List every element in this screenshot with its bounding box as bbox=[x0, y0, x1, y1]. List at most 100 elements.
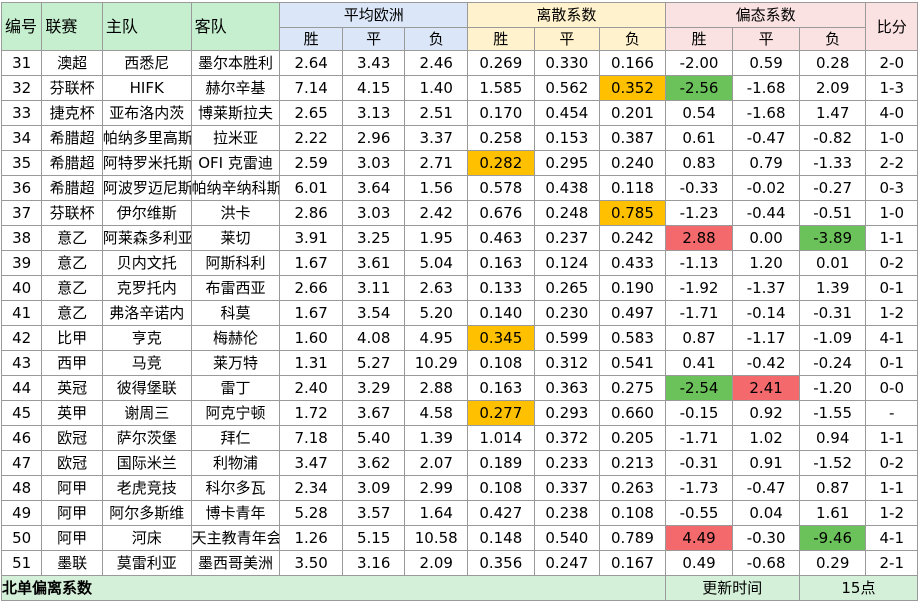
cell-home-team: 弗洛辛诺内 bbox=[101, 300, 192, 326]
cell-odds-win: 6.01 bbox=[279, 175, 343, 201]
cell-odds-draw: 3.09 bbox=[341, 475, 406, 501]
cell-score: 1-1 bbox=[865, 475, 918, 501]
table-row: 44 英冠 彼得堡联 雷丁 2.40 3.29 2.88 0.163 0.363 0.275 -2.… bbox=[0, 375, 918, 401]
cell-skew-loss: 0.28 bbox=[798, 50, 867, 76]
table-row: 39 意乙 贝内文托 阿斯科利 1.67 3.61 5.04 0.163 0.124 0.433-… bbox=[0, 250, 918, 276]
cell-score: 4-1 bbox=[865, 525, 918, 551]
cell-score: 0-1 bbox=[865, 275, 918, 301]
cell-skew-loss: -0.24 bbox=[798, 350, 867, 376]
cell-skew-draw: 0.04 bbox=[732, 500, 800, 526]
cell-away-team: 科莫 bbox=[190, 300, 281, 326]
cell-disp-loss: 0.205 bbox=[599, 425, 666, 451]
cell-skew-loss: -1.55 bbox=[798, 400, 867, 426]
cell-odds-loss: 1.95 bbox=[404, 225, 469, 251]
cell-odds-draw: 3.67 bbox=[341, 400, 406, 426]
cell-league: 欧冠 bbox=[41, 450, 103, 476]
cell-odds-loss: 2.71 bbox=[404, 150, 469, 176]
cell-disp-win: 0.676 bbox=[467, 200, 535, 226]
cell-league: 芬联杯 bbox=[41, 75, 103, 101]
cell-away-team: 洪卡 bbox=[190, 200, 281, 226]
cell-home-team: 马竞 bbox=[101, 350, 192, 376]
subheader-skew-loss: 负 bbox=[798, 27, 867, 51]
cell-skew-win: 0.49 bbox=[664, 550, 734, 576]
cell-disp-draw: 0.372 bbox=[533, 425, 601, 451]
cell-skew-loss: -1.09 bbox=[798, 325, 867, 351]
cell-home-team: 帕纳多里高斯 bbox=[101, 125, 192, 151]
cell-league: 意乙 bbox=[41, 250, 103, 276]
cell-disp-win: 0.163 bbox=[467, 250, 535, 276]
cell-odds-win: 7.14 bbox=[279, 75, 343, 101]
cell-id: 40 bbox=[0, 275, 43, 301]
cell-skew-loss: -1.52 bbox=[798, 450, 867, 476]
header-id: 编号 bbox=[0, 2, 43, 51]
cell-odds-win: 1.72 bbox=[279, 400, 343, 426]
footer-title: 北单偏离系数 bbox=[1, 575, 666, 601]
cell-league: 澳超 bbox=[41, 50, 103, 76]
cell-home-team: 老虎竞技 bbox=[101, 475, 192, 501]
cell-odds-win: 5.28 bbox=[279, 500, 343, 526]
cell-skew-win: -1.71 bbox=[664, 300, 734, 326]
cell-odds-loss: 1.56 bbox=[404, 175, 469, 201]
cell-skew-loss: -3.89 bbox=[798, 225, 867, 251]
cell-disp-win: 0.189 bbox=[467, 450, 535, 476]
cell-odds-win: 7.18 bbox=[279, 425, 343, 451]
cell-skew-draw: -0.68 bbox=[732, 550, 800, 576]
cell-disp-loss: 0.275 bbox=[599, 375, 666, 401]
subheader-skew-win: 胜 bbox=[664, 27, 734, 51]
table-row: 49 阿甲 阿尔多斯维 博卡青年 5.28 3.57 1.64 0.427 0.238 0.108… bbox=[0, 500, 918, 526]
cell-skew-draw: -1.37 bbox=[732, 275, 800, 301]
header-away: 客队 bbox=[190, 2, 281, 51]
subheader-disp-win: 胜 bbox=[467, 27, 535, 51]
cell-odds-win: 1.67 bbox=[279, 250, 343, 276]
cell-id: 47 bbox=[0, 450, 43, 476]
cell-skew-loss: 1.39 bbox=[798, 275, 867, 301]
cell-odds-win: 2.22 bbox=[279, 125, 343, 151]
header-avg-euro: 平均欧洲 bbox=[279, 2, 469, 28]
cell-home-team: 莫雷利亚 bbox=[101, 550, 192, 576]
cell-odds-loss: 2.46 bbox=[404, 50, 469, 76]
cell-away-team: 墨尔本胜利 bbox=[190, 50, 281, 76]
cell-home-team: 伊尔维斯 bbox=[101, 200, 192, 226]
cell-home-team: 阿特罗米托斯 bbox=[101, 150, 192, 176]
cell-disp-loss: 0.541 bbox=[599, 350, 666, 376]
subheader-disp-loss: 负 bbox=[599, 27, 666, 51]
cell-score: 1-2 bbox=[865, 300, 918, 326]
cell-disp-loss: 0.213 bbox=[599, 450, 666, 476]
cell-disp-draw: 0.230 bbox=[533, 300, 601, 326]
cell-home-team: 亚布洛内茨 bbox=[101, 100, 192, 126]
cell-away-team: 雷丁 bbox=[190, 375, 281, 401]
cell-disp-win: 0.108 bbox=[467, 350, 535, 376]
cell-skew-draw: -0.47 bbox=[732, 475, 800, 501]
cell-home-team: HIFK bbox=[101, 75, 192, 101]
table-row: 37 芬联杯 伊尔维斯 洪卡 2.86 3.03 2.42 0.676 0.248 0.785 -1… bbox=[0, 200, 918, 226]
table-row: 32 芬联杯 HIFK 赫尔辛基 7.14 4.15 1.40 1.585 0.562 0.352… bbox=[0, 75, 918, 101]
cell-disp-loss: 0.240 bbox=[599, 150, 666, 176]
cell-odds-loss: 10.58 bbox=[404, 525, 469, 551]
cell-score: 0-3 bbox=[865, 175, 918, 201]
cell-disp-draw: 0.238 bbox=[533, 500, 601, 526]
cell-disp-loss: 0.497 bbox=[599, 300, 666, 326]
table-row: 48 阿甲 老虎竞技 科尔多瓦 2.34 3.09 2.99 0.108 0.337 0.263-… bbox=[0, 475, 918, 501]
cell-id: 44 bbox=[0, 375, 43, 401]
cell-skew-win: 0.61 bbox=[664, 125, 734, 151]
subheader-disp-draw: 平 bbox=[533, 27, 601, 51]
cell-odds-draw: 3.64 bbox=[341, 175, 406, 201]
cell-home-team: 贝内文托 bbox=[101, 250, 192, 276]
cell-disp-win: 0.345 bbox=[467, 325, 535, 351]
cell-league: 英冠 bbox=[41, 375, 103, 401]
cell-league: 英甲 bbox=[41, 400, 103, 426]
cell-odds-loss: 4.95 bbox=[404, 325, 469, 351]
cell-disp-draw: 0.330 bbox=[533, 50, 601, 76]
cell-id: 42 bbox=[0, 325, 43, 351]
cell-odds-draw: 3.13 bbox=[341, 100, 406, 126]
cell-score: 1-3 bbox=[865, 75, 918, 101]
cell-disp-draw: 0.599 bbox=[533, 325, 601, 351]
cell-score: 0-2 bbox=[865, 250, 918, 276]
cell-skew-win: 0.54 bbox=[664, 100, 734, 126]
cell-odds-draw: 3.57 bbox=[341, 500, 406, 526]
cell-score: 2-2 bbox=[865, 150, 918, 176]
cell-league: 阿甲 bbox=[41, 500, 103, 526]
cell-away-team: 帕纳辛纳科斯 bbox=[190, 175, 281, 201]
cell-odds-win: 2.65 bbox=[279, 100, 343, 126]
cell-skew-draw: 1.02 bbox=[732, 425, 800, 451]
